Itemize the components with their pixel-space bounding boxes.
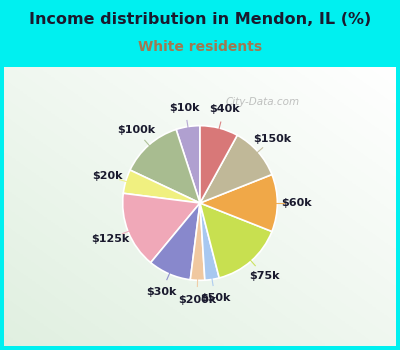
Text: $100k: $100k xyxy=(117,125,155,135)
Wedge shape xyxy=(130,130,200,203)
Wedge shape xyxy=(176,126,200,203)
Wedge shape xyxy=(151,203,200,280)
Text: $150k: $150k xyxy=(254,134,292,144)
Text: $30k: $30k xyxy=(146,287,177,297)
Wedge shape xyxy=(123,170,200,203)
Text: White residents: White residents xyxy=(138,40,262,54)
Text: $40k: $40k xyxy=(209,104,239,114)
Text: $125k: $125k xyxy=(91,233,129,244)
Text: Income distribution in Mendon, IL (%): Income distribution in Mendon, IL (%) xyxy=(29,12,371,27)
Wedge shape xyxy=(200,135,272,203)
Wedge shape xyxy=(123,193,200,262)
Text: $75k: $75k xyxy=(249,271,279,281)
Text: City-Data.com: City-Data.com xyxy=(226,97,300,107)
Wedge shape xyxy=(200,203,219,280)
Wedge shape xyxy=(200,203,272,278)
Text: $200k: $200k xyxy=(178,295,216,304)
Wedge shape xyxy=(200,175,277,231)
Wedge shape xyxy=(190,203,205,280)
Text: $50k: $50k xyxy=(200,294,230,303)
Wedge shape xyxy=(200,126,237,203)
Text: $60k: $60k xyxy=(281,198,312,208)
Text: $10k: $10k xyxy=(170,103,200,112)
Text: $20k: $20k xyxy=(92,171,122,181)
